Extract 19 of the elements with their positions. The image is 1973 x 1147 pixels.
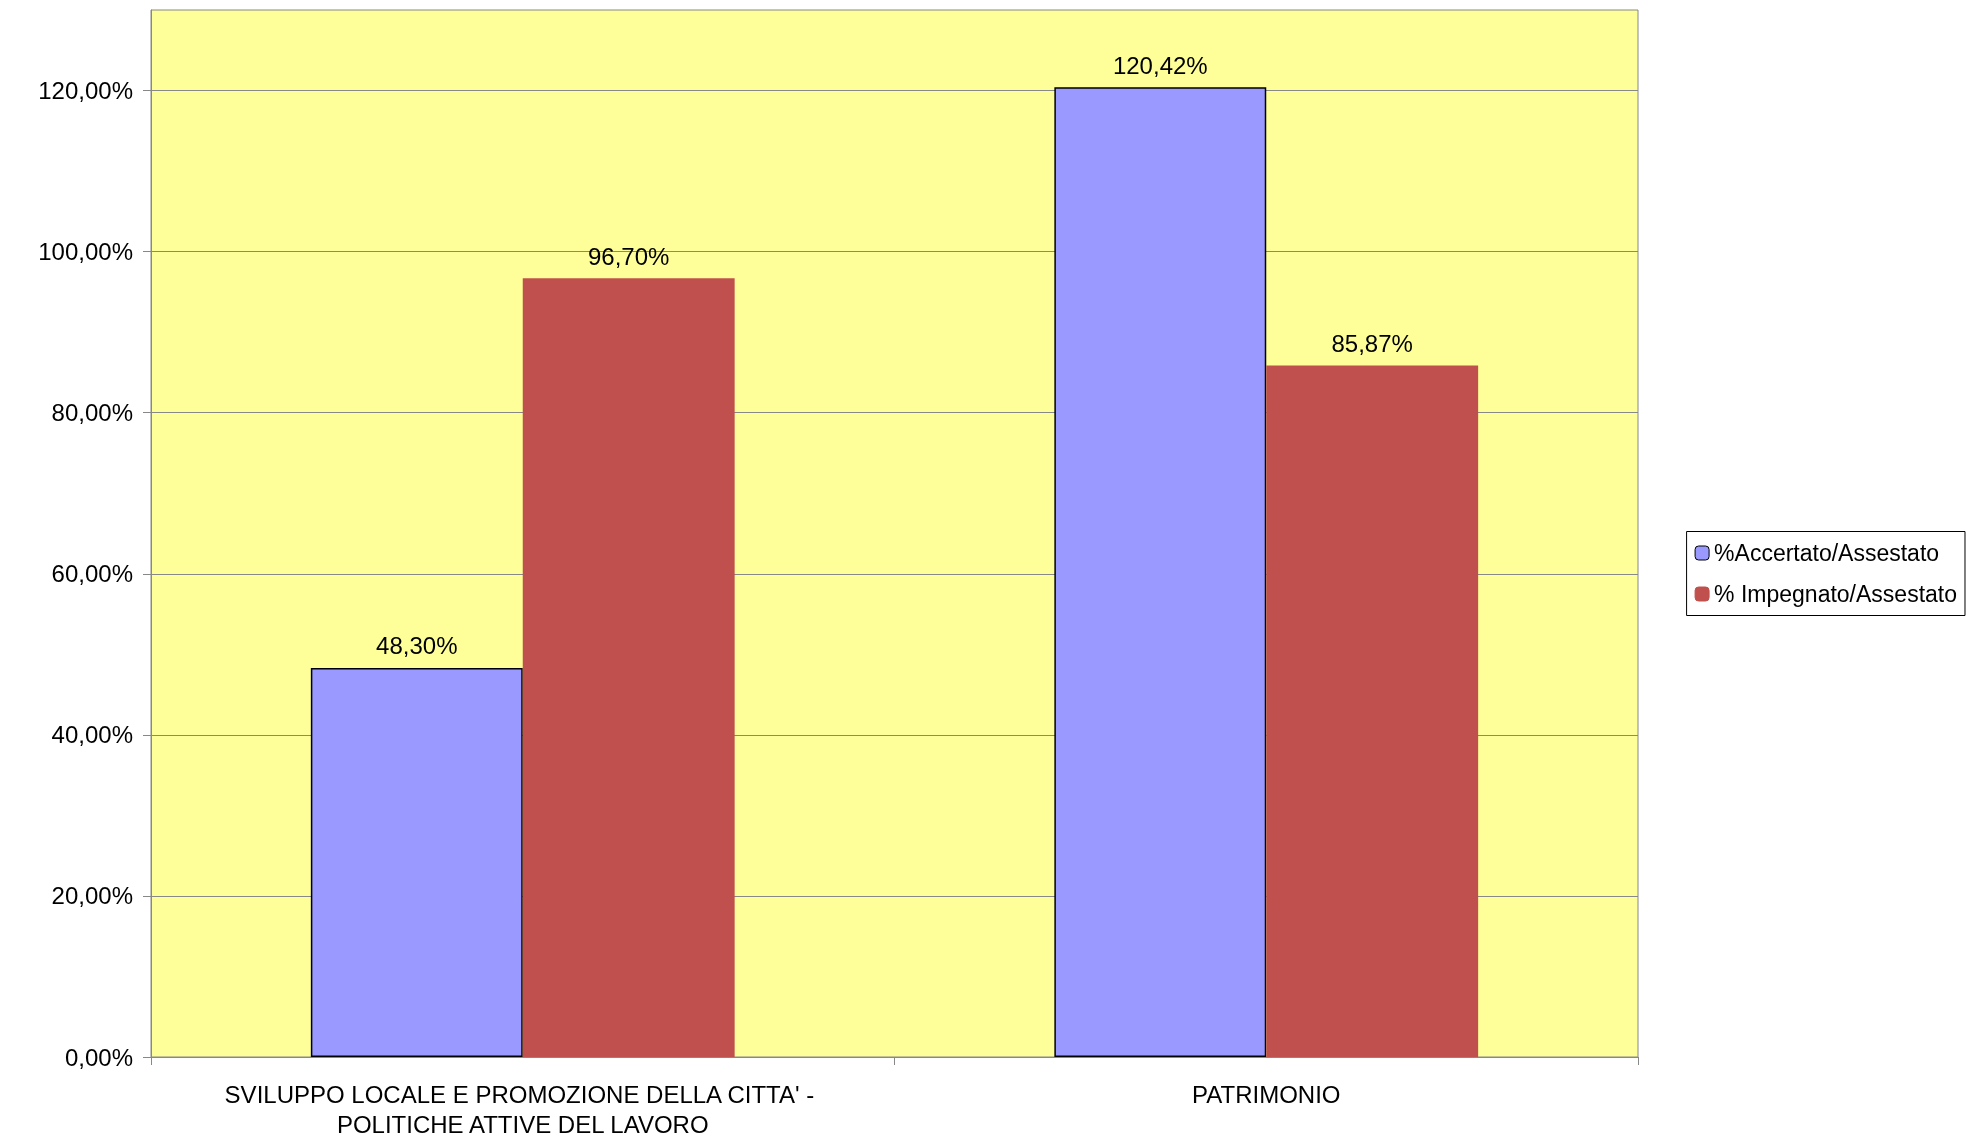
y-tick-label: 100,00% xyxy=(38,238,133,266)
bar xyxy=(310,668,523,1057)
y-tick-label: 0,00% xyxy=(64,1043,133,1071)
x-tick-label: SVILUPPO LOCALE E PROMOZIONE DELLA CITTA' - POLITICHE ATTIVE DEL LAVORO xyxy=(224,1080,821,1138)
data-label: 120,42% xyxy=(1112,51,1208,79)
y-tick-label: 20,00% xyxy=(51,882,133,910)
data-label: 48,30% xyxy=(376,632,458,660)
y-tick-label: 40,00% xyxy=(51,721,133,749)
bar xyxy=(1054,87,1267,1057)
y-tick-label: 60,00% xyxy=(51,560,133,588)
data-label: 96,70% xyxy=(588,242,670,270)
x-tick-label: PATRIMONIO xyxy=(1192,1080,1341,1108)
data-label: 85,87% xyxy=(1331,329,1413,357)
y-tick-label: 120,00% xyxy=(38,77,133,105)
bar xyxy=(522,278,735,1057)
legend-label: %Accertato/Assestato xyxy=(1714,540,1940,566)
legend-label: % Impegnato/Assestato xyxy=(1714,581,1958,607)
bar xyxy=(1266,365,1479,1057)
y-tick-label: 80,00% xyxy=(51,399,133,427)
